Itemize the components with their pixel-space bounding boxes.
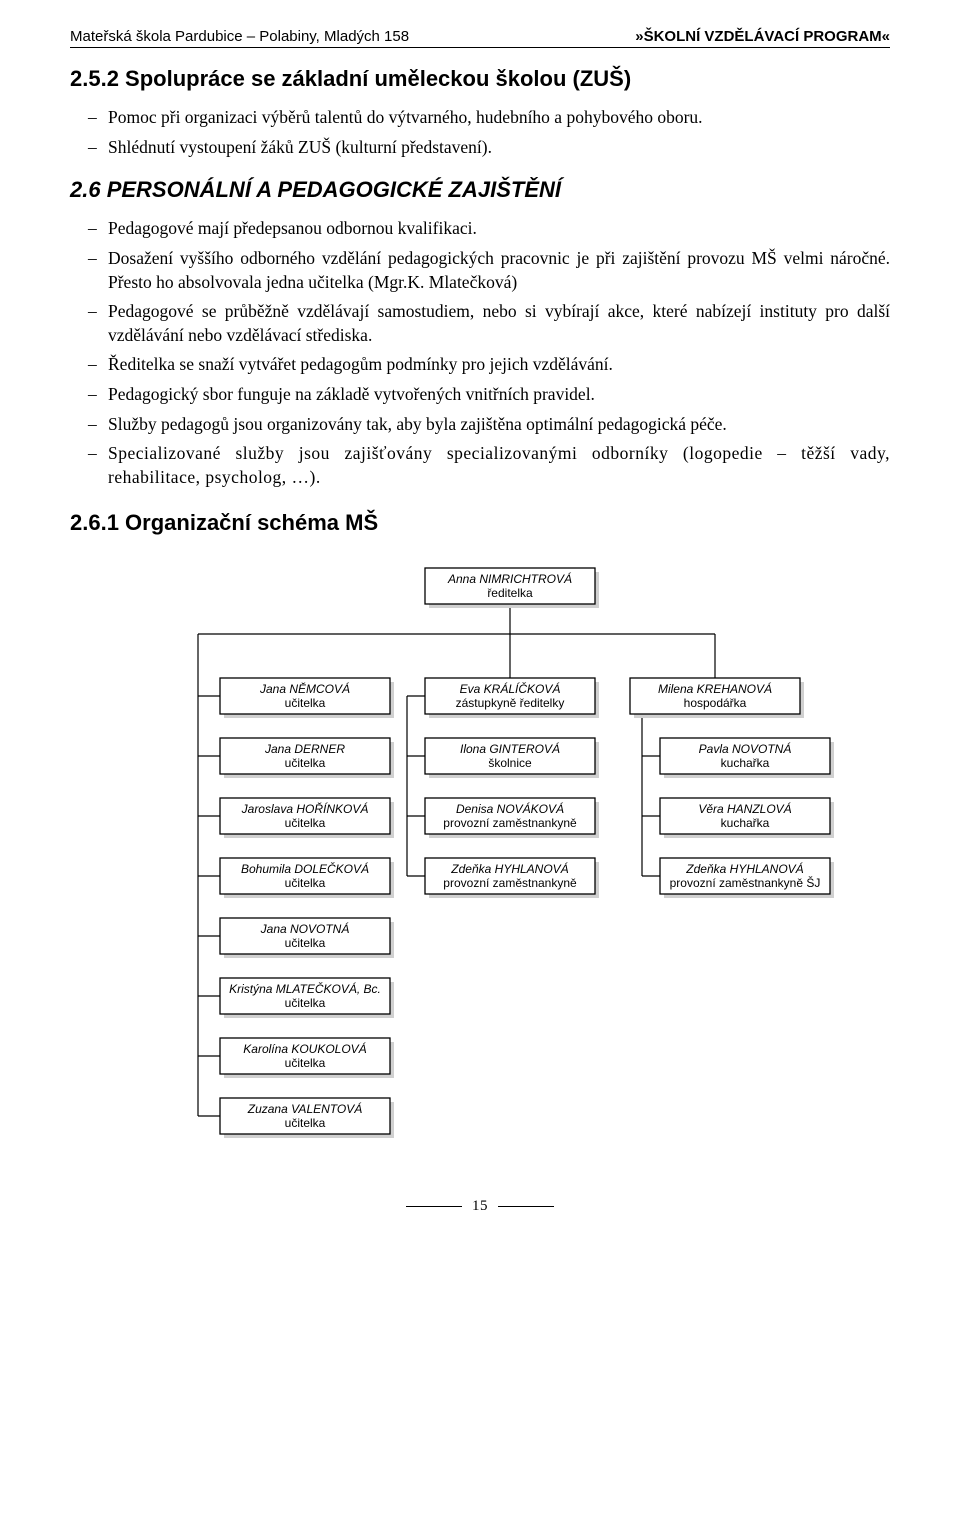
list-26: Pedagogové mají předepsanou odbornou kva… [70, 217, 890, 489]
svg-text:Jaroslava HOŘÍNKOVÁ: Jaroslava HOŘÍNKOVÁ [241, 801, 369, 816]
svg-text:učitelka: učitelka [285, 996, 326, 1010]
svg-text:hospodářka: hospodářka [684, 696, 747, 710]
svg-text:Karolína KOUKOLOVÁ: Karolína KOUKOLOVÁ [243, 1041, 366, 1056]
list-item: Specializované služby jsou zajišťovány s… [70, 442, 890, 489]
list-item: Pedagogové mají předepsanou odbornou kva… [70, 217, 890, 241]
svg-text:učitelka: učitelka [285, 1056, 326, 1070]
list-item: Pedagogický sbor funguje na základě vytv… [70, 383, 890, 407]
svg-text:školnice: školnice [488, 756, 532, 770]
page-header: Mateřská škola Pardubice – Polabiny, Mla… [70, 28, 890, 45]
svg-text:Jana NOVOTNÁ: Jana NOVOTNÁ [260, 921, 350, 936]
svg-text:provozní zaměstnankyně: provozní zaměstnankyně [443, 876, 577, 890]
svg-text:ředitelka: ředitelka [487, 586, 533, 600]
svg-text:kuchařka: kuchařka [721, 756, 770, 770]
heading-252: 2.5.2 Spolupráce se základní uměleckou š… [70, 66, 890, 92]
svg-text:Jana NĚMCOVÁ: Jana NĚMCOVÁ [259, 681, 350, 696]
svg-text:provozní zaměstnankyně ŠJ: provozní zaměstnankyně ŠJ [670, 875, 821, 890]
svg-text:učitelka: učitelka [285, 816, 326, 830]
svg-text:Zdeňka HYHLANOVÁ: Zdeňka HYHLANOVÁ [685, 861, 803, 876]
svg-text:Ilona GINTEROVÁ: Ilona GINTEROVÁ [460, 741, 560, 756]
svg-text:učitelka: učitelka [285, 936, 326, 950]
list-252: Pomoc při organizaci výběrů talentů do v… [70, 106, 890, 159]
page-footer: 15 [70, 1198, 890, 1215]
svg-text:Kristýna MLATEČKOVÁ, Bc.: Kristýna MLATEČKOVÁ, Bc. [229, 981, 381, 996]
page: Mateřská škola Pardubice – Polabiny, Mla… [0, 0, 960, 1255]
org-chart: Anna NIMRICHTROVÁředitelkaJana NĚMCOVÁuč… [70, 558, 890, 1158]
svg-text:provozní zaměstnankyně: provozní zaměstnankyně [443, 816, 577, 830]
svg-text:zástupkyně ředitelky: zástupkyně ředitelky [456, 696, 565, 710]
svg-text:učitelka: učitelka [285, 756, 326, 770]
svg-text:kuchařka: kuchařka [721, 816, 770, 830]
list-item: Pedagogové se průběžně vzdělávají samost… [70, 300, 890, 347]
header-rule [70, 47, 890, 48]
heading-26: 2.6 PERSONÁLNÍ A PEDAGOGICKÉ ZAJIŠTĚNÍ [70, 177, 890, 203]
header-right: »ŠKOLNÍ VZDĚLÁVACÍ PROGRAM« [635, 28, 890, 45]
svg-text:Eva KRÁLÍČKOVÁ: Eva KRÁLÍČKOVÁ [460, 681, 561, 696]
header-left: Mateřská škola Pardubice – Polabiny, Mla… [70, 28, 409, 45]
svg-text:učitelka: učitelka [285, 876, 326, 890]
svg-text:Zdeňka HYHLANOVÁ: Zdeňka HYHLANOVÁ [450, 861, 568, 876]
svg-text:Pavla NOVOTNÁ: Pavla NOVOTNÁ [699, 741, 792, 756]
svg-text:Denisa NOVÁKOVÁ: Denisa NOVÁKOVÁ [456, 801, 564, 816]
list-item: Služby pedagogů jsou organizovány tak, a… [70, 413, 890, 437]
svg-text:Věra HANZLOVÁ: Věra HANZLOVÁ [698, 801, 791, 816]
list-item: Shlédnutí vystoupení žáků ZUŠ (kulturní … [70, 136, 890, 160]
svg-text:Anna NIMRICHTROVÁ: Anna NIMRICHTROVÁ [447, 571, 572, 586]
svg-text:Jana DERNER: Jana DERNER [264, 742, 345, 756]
svg-text:učitelka: učitelka [285, 696, 326, 710]
list-item: Ředitelka se snaží vytvářet pedagogům po… [70, 353, 890, 377]
list-item: Pomoc při organizaci výběrů talentů do v… [70, 106, 890, 130]
svg-text:Zuzana VALENTOVÁ: Zuzana VALENTOVÁ [247, 1101, 363, 1116]
list-item: Dosažení vyššího odborného vzdělání peda… [70, 247, 890, 294]
svg-text:Bohumila DOLEČKOVÁ: Bohumila DOLEČKOVÁ [241, 861, 369, 876]
org-chart-svg: Anna NIMRICHTROVÁředitelkaJana NĚMCOVÁuč… [100, 558, 860, 1158]
heading-261: 2.6.1 Organizační schéma MŠ [70, 510, 890, 536]
svg-text:Milena KREHANOVÁ: Milena KREHANOVÁ [658, 681, 772, 696]
page-number: 15 [472, 1198, 488, 1214]
svg-text:učitelka: učitelka [285, 1116, 326, 1130]
